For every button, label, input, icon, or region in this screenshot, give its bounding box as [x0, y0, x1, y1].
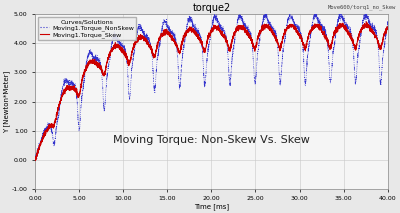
Y-axis label: Y [Newton*Meter]: Y [Newton*Meter] — [4, 70, 10, 133]
Moving1.Torque_NonSkew — [375, 33, 380, 36]
Moving1.Torque_Skew — [33, 158, 38, 160]
Moving1.Torque_NonSkew — [184, 30, 188, 32]
Line: Moving1.Torque_NonSkew: Moving1.Torque_NonSkew — [35, 10, 388, 160]
Moving1.Torque_NonSkew — [385, 24, 390, 26]
Moving1.Torque_Skew — [200, 45, 205, 48]
Moving1.Torque_NonSkew — [33, 155, 38, 158]
X-axis label: Time [ms]: Time [ms] — [194, 203, 229, 210]
Moving1.Torque_Skew — [184, 29, 188, 32]
Moving1.Torque_NonSkew — [314, 9, 318, 12]
Moving1.Torque_Skew — [33, 159, 38, 162]
Moving1.Torque_NonSkew — [289, 15, 294, 18]
Moving1.Torque_Skew — [181, 35, 186, 37]
Moving1.Torque_Skew — [385, 27, 390, 29]
Moving1.Torque_Skew — [364, 20, 369, 23]
Line: Moving1.Torque_Skew: Moving1.Torque_Skew — [35, 22, 388, 161]
Moving1.Torque_NonSkew — [200, 54, 205, 57]
Legend: Moving1.Torque_NonSkew, Moving1.Torque_Skew: Moving1.Torque_NonSkew, Moving1.Torque_S… — [38, 17, 136, 40]
Moving1.Torque_Skew — [375, 37, 380, 40]
Moving1.Torque_Skew — [357, 32, 362, 35]
Text: Moving Torque: Non-Skew Vs. Skew: Moving Torque: Non-Skew Vs. Skew — [113, 135, 310, 145]
Text: Move600/torq1_no_Skew: Move600/torq1_no_Skew — [328, 4, 396, 10]
Moving1.Torque_Skew — [289, 24, 294, 27]
Title: torque2: torque2 — [192, 3, 230, 13]
Moving1.Torque_NonSkew — [33, 159, 38, 161]
Moving1.Torque_NonSkew — [357, 48, 362, 51]
Moving1.Torque_NonSkew — [181, 48, 186, 50]
